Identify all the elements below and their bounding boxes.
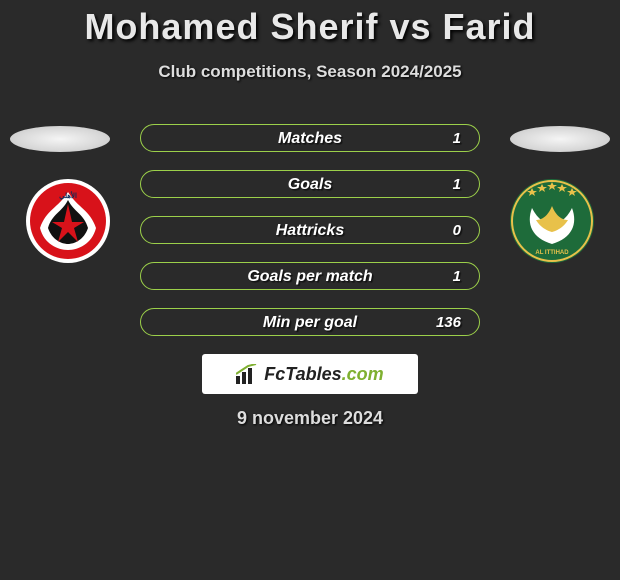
stats-container: Matches1Goals1Hattricks0Goals per match1… <box>140 124 480 354</box>
club-badge-left: الأهلي <box>18 178 118 264</box>
stat-row: Hattricks0 <box>140 216 480 244</box>
snapshot-date: 9 november 2024 <box>0 408 620 429</box>
comparison-title: Mohamed Sherif vs Farid <box>0 0 620 48</box>
stat-row: Min per goal136 <box>140 308 480 336</box>
stat-value-right: 1 <box>453 171 461 197</box>
fctables-logo: FcTables.com <box>202 354 418 394</box>
comparison-subtitle: Club competitions, Season 2024/2025 <box>0 62 620 82</box>
stat-row: Matches1 <box>140 124 480 152</box>
stat-label: Goals <box>141 171 479 197</box>
bar-chart-icon <box>236 364 258 384</box>
stat-value-right: 0 <box>453 217 461 243</box>
club-badge-right: AL ITTIHAD <box>502 178 602 264</box>
logo-text: FcTables.com <box>264 364 383 385</box>
player-photo-placeholder-left <box>10 126 110 152</box>
stat-value-right: 1 <box>453 263 461 289</box>
stat-row: Goals per match1 <box>140 262 480 290</box>
stat-label: Matches <box>141 125 479 151</box>
stat-label: Min per goal <box>141 309 479 335</box>
stat-label: Goals per match <box>141 263 479 289</box>
stat-label: Hattricks <box>141 217 479 243</box>
club-badge-right-text: AL ITTIHAD <box>535 250 569 256</box>
player-photo-placeholder-right <box>510 126 610 152</box>
stat-row: Goals1 <box>140 170 480 198</box>
stat-value-right: 1 <box>453 125 461 151</box>
stat-value-right: 136 <box>436 309 461 335</box>
